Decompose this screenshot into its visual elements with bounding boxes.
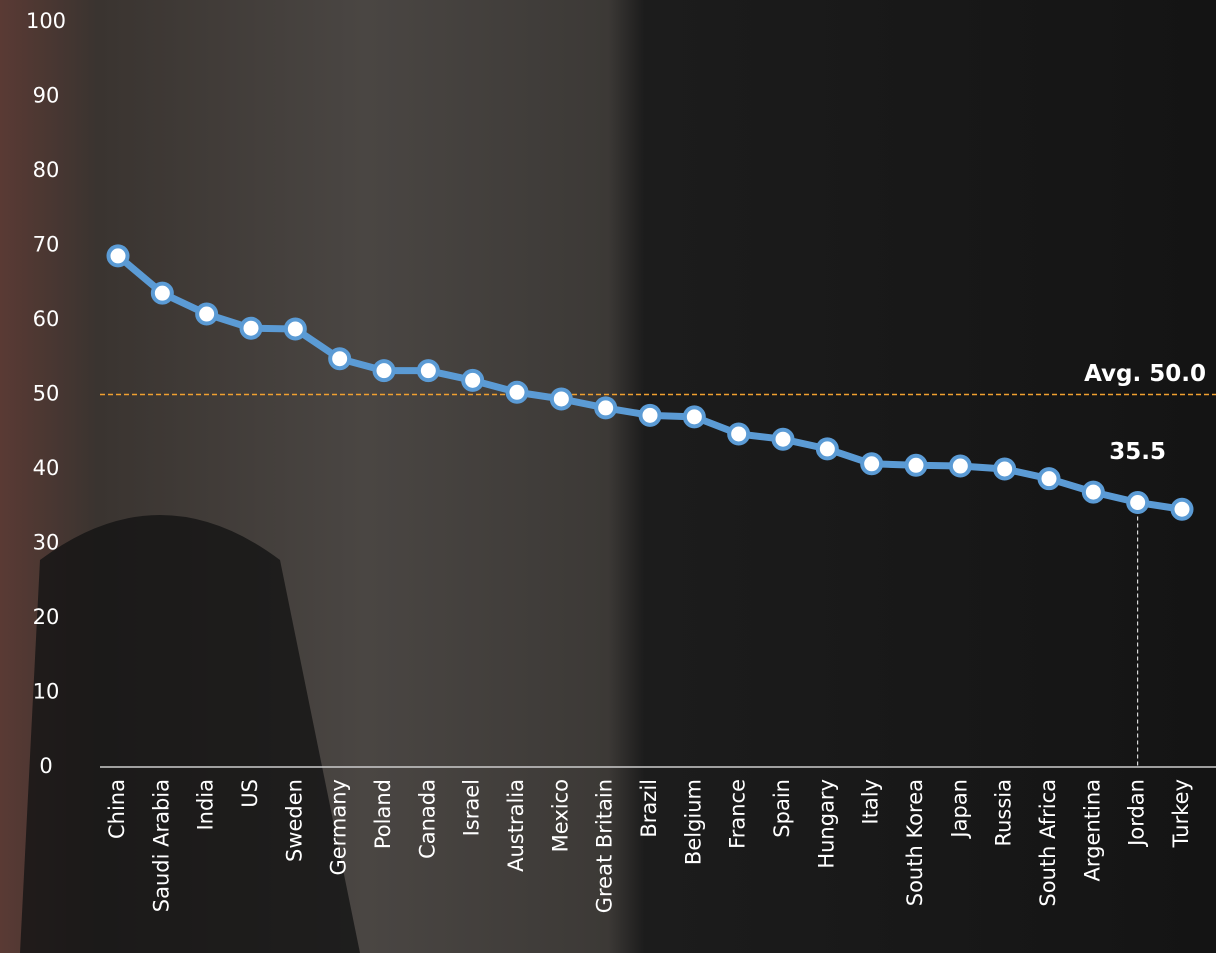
point bbox=[549, 387, 573, 411]
point bbox=[150, 281, 174, 305]
x-tick-label: Spain bbox=[770, 779, 794, 838]
x-tick-label: Turkey bbox=[1169, 779, 1193, 848]
x-tick-label: US bbox=[238, 779, 262, 808]
x-tick-label: South Africa bbox=[1036, 779, 1060, 907]
point bbox=[860, 452, 884, 476]
x-tick-label: Israel bbox=[460, 779, 484, 836]
point bbox=[815, 437, 839, 461]
point bbox=[372, 359, 396, 383]
point bbox=[993, 457, 1017, 481]
point bbox=[505, 380, 529, 404]
point bbox=[283, 317, 307, 341]
y-tick-label: 90 bbox=[33, 84, 60, 108]
point bbox=[416, 359, 440, 383]
point bbox=[1081, 480, 1105, 504]
y-tick-label: 10 bbox=[33, 680, 60, 704]
point bbox=[682, 405, 706, 429]
point bbox=[904, 453, 928, 477]
point bbox=[1126, 491, 1150, 515]
x-tick-label: Germany bbox=[327, 779, 351, 876]
x-tick-label: Saudi Arabia bbox=[149, 779, 173, 912]
x-tick-label: Russia bbox=[992, 779, 1016, 847]
x-tick-label: Great Britain bbox=[593, 779, 617, 913]
y-tick-label: 80 bbox=[33, 158, 60, 182]
x-tick-label: Canada bbox=[415, 779, 439, 859]
reference-label: Avg. 50.0 bbox=[1084, 361, 1206, 387]
x-tick-label: Hungary bbox=[814, 779, 838, 869]
point bbox=[727, 422, 751, 446]
point bbox=[1170, 497, 1194, 521]
y-tick-label: 0 bbox=[39, 754, 52, 778]
point bbox=[106, 244, 130, 268]
x-tick-label: Mexico bbox=[548, 779, 572, 852]
point bbox=[1037, 467, 1061, 491]
point bbox=[771, 427, 795, 451]
y-tick-label: 30 bbox=[33, 531, 60, 555]
x-tick-label: Australia bbox=[504, 779, 528, 872]
x-tick-label: Italy bbox=[859, 779, 883, 825]
y-tick-label: 70 bbox=[33, 233, 60, 257]
x-tick-label: Poland bbox=[371, 779, 395, 849]
x-tick-label: China bbox=[105, 779, 129, 839]
point bbox=[195, 302, 219, 326]
x-tick-label: Argentina bbox=[1080, 779, 1104, 881]
x-tick-label: France bbox=[726, 779, 750, 849]
x-tick-label: South Korea bbox=[903, 779, 927, 906]
x-tick-label: India bbox=[194, 779, 218, 831]
point bbox=[328, 347, 352, 371]
y-tick-label: 60 bbox=[33, 307, 60, 331]
x-tick-label: Sweden bbox=[282, 779, 306, 862]
y-tick-label: 50 bbox=[33, 382, 60, 406]
y-tick-label: 20 bbox=[33, 605, 60, 629]
y-tick-label: 100 bbox=[26, 9, 66, 33]
y-tick-label: 40 bbox=[33, 456, 60, 480]
point bbox=[239, 316, 263, 340]
point bbox=[638, 403, 662, 427]
x-tick-label: Jordan bbox=[1125, 779, 1149, 848]
data-label: 35.5 bbox=[1109, 439, 1166, 465]
point bbox=[461, 368, 485, 392]
x-tick-label: Brazil bbox=[637, 779, 661, 838]
point bbox=[594, 396, 618, 420]
x-tick-label: Belgium bbox=[681, 779, 705, 865]
point bbox=[948, 454, 972, 478]
x-tick-label: Japan bbox=[947, 779, 971, 840]
background-figure bbox=[20, 515, 360, 953]
